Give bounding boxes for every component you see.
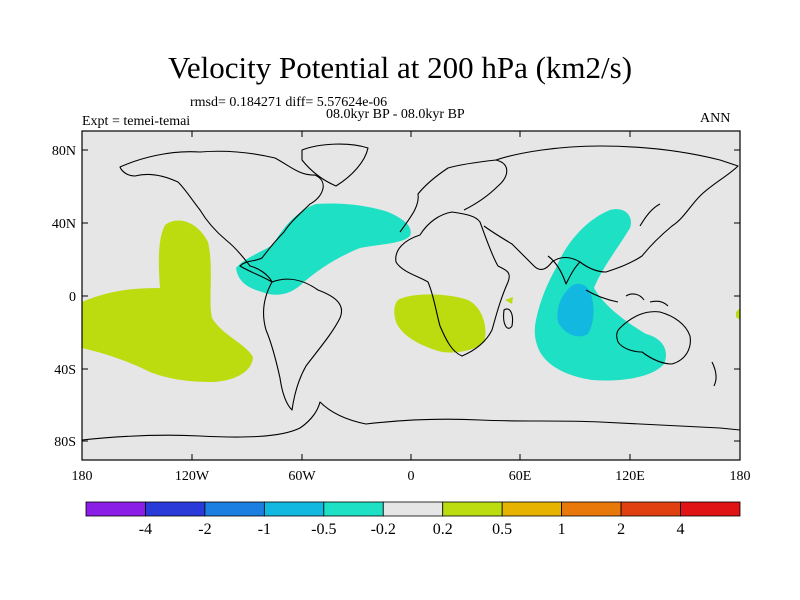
contour-negative-atlantic (236, 203, 411, 295)
coastline-asia (483, 145, 739, 273)
coastline-africa (395, 211, 510, 357)
coastline-indonesia (585, 289, 669, 307)
coastline-new-zealand (711, 361, 717, 387)
lon-label: 60E (509, 469, 532, 484)
colorbar-label: -2 (198, 521, 211, 538)
colorbar-label: 0.2 (433, 521, 453, 538)
experiment-label: Expt = temei-temai (82, 114, 191, 129)
colorbar-label: 1 (558, 521, 566, 538)
colorbar-swatch (501, 501, 563, 517)
coastline-madagascar (503, 308, 514, 329)
colorbar-swatch (85, 501, 146, 517)
season-label: ANN (700, 111, 731, 126)
coastline-north-america (119, 150, 324, 283)
colorbar-swatch (263, 501, 325, 517)
colorbar-label: 4 (677, 521, 685, 538)
contour-negative-core (557, 283, 594, 337)
colorbar-label: 2 (617, 521, 625, 538)
lat-label: 0 (69, 290, 76, 305)
coastline-india (547, 255, 581, 285)
map-title: Velocity Potential at 200 hPa (km2/s) (167, 50, 633, 85)
contour-positive-pacific (82, 220, 253, 382)
colorbar-swatch (145, 501, 206, 517)
colorbar-swatch (561, 501, 622, 517)
lon-label: 0 (408, 469, 415, 484)
lon-label: 180 (72, 469, 93, 484)
colorbar-label: -4 (139, 521, 152, 538)
stats-label: rmsd= 0.184271 diff= 5.57624e-06 (190, 95, 388, 110)
coastline-japan (639, 203, 661, 227)
coastline-australia (616, 311, 691, 365)
colorbar-label: -0.5 (311, 521, 336, 538)
colorbar-swatch (382, 501, 444, 517)
colorbar-label: -1 (258, 521, 271, 538)
lat-label: 40S (54, 363, 76, 378)
coastline-greenland (301, 143, 369, 187)
colorbar-swatch (620, 501, 681, 517)
lat-label: 40N (52, 217, 76, 232)
colorbar-swatch (442, 501, 503, 517)
colorbar-label: -0.2 (371, 521, 396, 538)
contour-positive-dateline (736, 308, 740, 320)
colorbar: -4 -2 -1 -0.5 -0.2 0.2 0.5 1 2 4 (85, 501, 741, 538)
lon-label: 180 (730, 469, 751, 484)
period-label: 08.0kyr BP - 08.0kyr BP (326, 107, 465, 122)
lat-label: 80N (52, 144, 76, 159)
contour-fills (82, 203, 740, 382)
contour-negative-indian (534, 209, 666, 381)
coastline-europe (399, 159, 508, 233)
lon-label: 120E (615, 469, 645, 484)
coastline-south-america (262, 278, 342, 411)
lon-label: 60W (288, 469, 316, 484)
contour-positive-small (505, 297, 513, 304)
lon-label: 120W (175, 469, 210, 484)
colorbar-swatch (323, 501, 384, 517)
colorbar-swatch (680, 501, 741, 517)
colorbar-label: 0.5 (492, 521, 512, 538)
lat-label: 80S (54, 435, 76, 450)
coastlines (81, 143, 741, 441)
coastline-antarctica (81, 401, 741, 441)
colorbar-swatch (204, 501, 265, 517)
axis-ticks (82, 131, 740, 460)
